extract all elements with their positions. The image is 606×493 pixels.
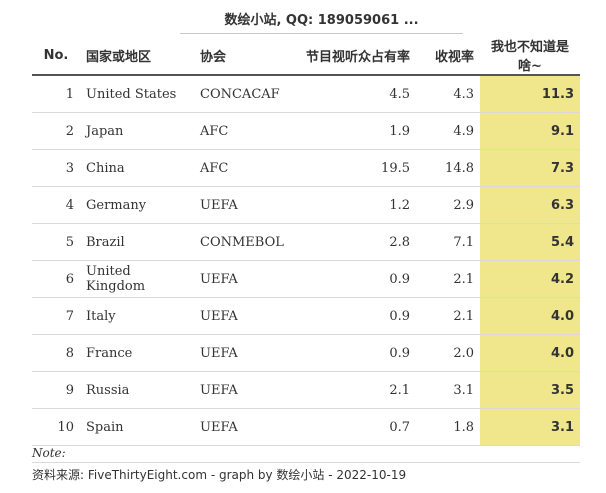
cell-ratio: 7.1 [416, 223, 480, 261]
column-spanner: 数绘小站, QQ: 189059061 ... [32, 0, 580, 34]
cell-confederation: UEFA [194, 334, 292, 372]
cell-country: China [80, 149, 194, 187]
cell-country: Spain [80, 408, 194, 446]
cell-confederation: UEFA [194, 186, 292, 224]
cell-index: 4.2 [480, 260, 580, 298]
cell-index: 3.5 [480, 371, 580, 409]
cell-share: 0.9 [292, 334, 416, 372]
cell-index: 4.0 [480, 297, 580, 335]
cell-no: 2 [32, 112, 80, 150]
cell-ratio: 2.0 [416, 334, 480, 372]
cell-confederation: AFC [194, 112, 292, 150]
cell-no: 8 [32, 334, 80, 372]
cell-no: 10 [32, 408, 80, 446]
cell-confederation: AFC [194, 149, 292, 187]
cell-no: 7 [32, 297, 80, 335]
cell-ratio: 1.8 [416, 408, 480, 446]
table-row: 6 United Kingdom UEFA 0.9 2.1 4.2 [32, 260, 580, 298]
cell-no: 9 [32, 371, 80, 409]
cell-ratio: 2.1 [416, 297, 480, 335]
table-row: 2 Japan AFC 1.9 4.9 9.1 [32, 112, 580, 150]
cell-confederation: CONMEBOL [194, 223, 292, 261]
cell-index: 4.0 [480, 334, 580, 372]
table-row: 8 France UEFA 0.9 2.0 4.0 [32, 334, 580, 372]
cell-share: 0.9 [292, 297, 416, 335]
footnote-label: Note: [32, 446, 66, 460]
cell-country: Germany [80, 186, 194, 224]
cell-share: 0.7 [292, 408, 416, 446]
cell-share: 2.8 [292, 223, 416, 261]
cell-country: United States [80, 75, 194, 113]
cell-confederation: UEFA [194, 297, 292, 335]
cell-no: 6 [32, 260, 80, 298]
cell-share: 1.9 [292, 112, 416, 150]
table-body: 1 United States CONCACAF 4.5 4.3 11.3 2 … [32, 75, 580, 446]
cell-ratio: 4.9 [416, 112, 480, 150]
cell-no: 3 [32, 149, 80, 187]
cell-no: 1 [32, 75, 80, 113]
table-row: 4 Germany UEFA 1.2 2.9 6.3 [32, 186, 580, 224]
table-footer: Note: 资料来源: FiveThirtyEight.com - graph … [32, 444, 580, 485]
cell-country: Japan [80, 112, 194, 150]
table-row: 10 Spain UEFA 0.7 1.8 3.1 [32, 408, 580, 446]
cell-ratio: 2.9 [416, 186, 480, 224]
header-index: 我也不知道是啥~ [480, 36, 580, 76]
cell-share: 2.1 [292, 371, 416, 409]
table-row: 7 Italy UEFA 0.9 2.1 4.0 [32, 297, 580, 335]
cell-confederation: UEFA [194, 371, 292, 409]
cell-ratio: 4.3 [416, 75, 480, 113]
header-country: 国家或地区 [80, 36, 194, 76]
cell-confederation: CONCACAF [194, 75, 292, 113]
cell-index: 3.1 [480, 408, 580, 446]
cell-index: 7.3 [480, 149, 580, 187]
spanner-rule [180, 33, 463, 34]
cell-no: 5 [32, 223, 80, 261]
source-note: 资料来源: FiveThirtyEight.com - graph by 数绘小… [32, 462, 580, 485]
cell-index: 11.3 [480, 75, 580, 113]
header-ratio: 收视率 [416, 36, 480, 76]
cell-ratio: 14.8 [416, 149, 480, 187]
cell-country: Italy [80, 297, 194, 335]
cell-index: 6.3 [480, 186, 580, 224]
header-share: 节目视听众占有率 [292, 36, 416, 76]
table-row: 5 Brazil CONMEBOL 2.8 7.1 5.4 [32, 223, 580, 261]
cell-share: 4.5 [292, 75, 416, 113]
cell-index: 9.1 [480, 112, 580, 150]
cell-country: France [80, 334, 194, 372]
cell-share: 0.9 [292, 260, 416, 298]
header-confederation: 协会 [194, 36, 292, 76]
table-row: 3 China AFC 19.5 14.8 7.3 [32, 149, 580, 187]
table-row: 1 United States CONCACAF 4.5 4.3 11.3 [32, 75, 580, 113]
cell-ratio: 2.1 [416, 260, 480, 298]
table-row: 9 Russia UEFA 2.1 3.1 3.5 [32, 371, 580, 409]
cell-ratio: 3.1 [416, 371, 480, 409]
cell-no: 4 [32, 186, 80, 224]
cell-confederation: UEFA [194, 408, 292, 446]
cell-country: Russia [80, 371, 194, 409]
cell-country: United Kingdom [80, 260, 194, 298]
spanner-label: 数绘小站, QQ: 189059061 ... [224, 13, 419, 28]
header-row: No. 国家或地区 协会 节目视听众占有率 收视率 我也不知道是啥~ [32, 36, 580, 76]
data-table: No. 国家或地区 协会 节目视听众占有率 收视率 我也不知道是啥~ 1 Uni… [32, 36, 580, 446]
cell-country: Brazil [80, 223, 194, 261]
header-no: No. [32, 36, 80, 76]
cell-share: 19.5 [292, 149, 416, 187]
cell-index: 5.4 [480, 223, 580, 261]
cell-confederation: UEFA [194, 260, 292, 298]
cell-share: 1.2 [292, 186, 416, 224]
